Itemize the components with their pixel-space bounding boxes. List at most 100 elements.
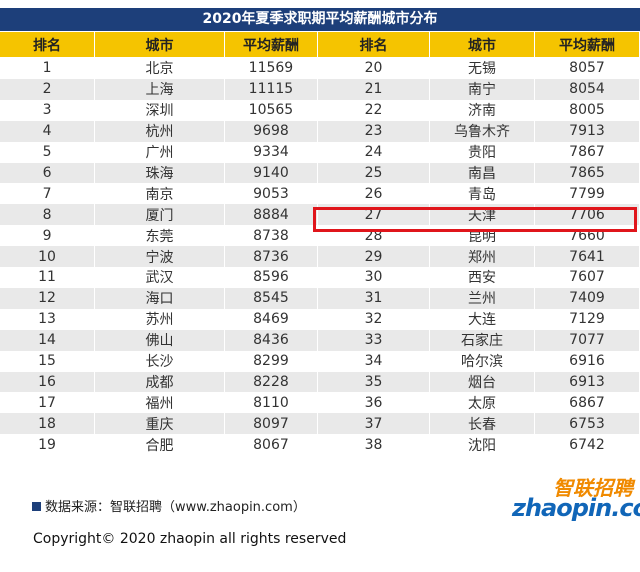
table-cell: 34 [318, 350, 430, 372]
table-cell: 9 [0, 225, 96, 247]
table-cell: 8067 [225, 434, 319, 456]
table-cell: 哈尔滨 [430, 350, 535, 372]
table-cell: 无锡 [430, 58, 535, 79]
table-cell: 7607 [535, 267, 640, 288]
table-cell: 杭州 [95, 120, 225, 142]
table-cell: 8005 [535, 99, 640, 121]
table-cell: 3 [0, 99, 96, 121]
table-cell: 33 [318, 329, 430, 351]
table-row: 12 海口 8545 31 兰州 7409 [0, 287, 640, 309]
table-cell: 6 [0, 162, 96, 184]
table-cell: 昆明 [430, 225, 535, 247]
table-cell: 合肥 [95, 434, 225, 456]
table-cell: 8097 [225, 413, 319, 435]
table-row: 14 佛山 8436 33 石家庄 7077 [0, 329, 640, 351]
table-cell: 珠海 [95, 162, 225, 184]
copyright: Copyright© 2020 zhaopin all rights reser… [33, 531, 347, 547]
table-cell: 24 [318, 141, 430, 163]
table-cell: 27 [318, 204, 430, 226]
table-cell: 6742 [535, 434, 640, 456]
table-cell: 贵阳 [430, 141, 535, 163]
table-cell: 8596 [225, 267, 319, 288]
table-title: 2020年夏季求职期平均薪酬城市分布 [0, 8, 640, 31]
table-cell: 37 [318, 413, 430, 435]
table-row: 17 福州 8110 36 太原 6867 [0, 392, 640, 414]
table-cell: 1 [0, 58, 96, 79]
table-cell: 济南 [430, 99, 535, 121]
table-cell: 10 [0, 246, 96, 267]
highlight-box [313, 207, 637, 232]
table-cell: 南京 [95, 183, 225, 205]
table-cell: 32 [318, 308, 430, 330]
table-cell: 佛山 [95, 329, 225, 351]
table-cell: 7409 [535, 287, 640, 309]
table-cell: 10565 [225, 99, 319, 121]
table-cell: 8436 [225, 329, 319, 351]
table-cell: 7129 [535, 308, 640, 330]
logo-url: zhaopin.com [512, 494, 640, 522]
table-cell: 31 [318, 287, 430, 309]
table-cell: 7867 [535, 141, 640, 163]
table-cell: 7641 [535, 246, 640, 267]
table-cell: 广州 [95, 141, 225, 163]
table-cell: 7913 [535, 120, 640, 142]
table-cell: 13 [0, 308, 96, 330]
table-cell: 38 [318, 434, 430, 456]
table-cell: 6916 [535, 350, 640, 372]
header-cell: 平均薪酬 [535, 32, 640, 57]
table-cell: 宁波 [95, 246, 225, 267]
table-cell: 福州 [95, 392, 225, 414]
table-cell: 8299 [225, 350, 319, 372]
table-row: 1 北京 11569 20 无锡 8057 [0, 58, 640, 79]
table-cell: 35 [318, 371, 430, 393]
table-cell: 兰州 [430, 287, 535, 309]
table-cell: 6913 [535, 371, 640, 393]
table-cell: 8884 [225, 204, 319, 226]
table-cell: 8738 [225, 225, 319, 247]
table-row: 4 杭州 9698 23 乌鲁木齐 7913 [0, 120, 640, 142]
table-cell: 9053 [225, 183, 319, 205]
table-cell: 8228 [225, 371, 319, 393]
table-cell: 30 [318, 267, 430, 288]
table-cell: 26 [318, 183, 430, 205]
table-cell: 7077 [535, 329, 640, 351]
header-cell: 城市 [95, 32, 225, 57]
table-cell: 19 [0, 434, 96, 456]
table-cell: 22 [318, 99, 430, 121]
table-cell: 20 [318, 58, 430, 79]
table-cell: 沈阳 [430, 434, 535, 456]
table-cell: 23 [318, 120, 430, 142]
table-cell: 9140 [225, 162, 319, 184]
header-cell: 平均薪酬 [225, 32, 319, 57]
header-cell: 排名 [318, 32, 430, 57]
table-cell: 8469 [225, 308, 319, 330]
table-cell: 长沙 [95, 350, 225, 372]
table-cell: 8054 [535, 78, 640, 100]
table-cell: 15 [0, 350, 96, 372]
header-cell: 排名 [0, 32, 96, 57]
table-cell: 7706 [535, 204, 640, 226]
table-cell: 南宁 [430, 78, 535, 100]
table-cell: 12 [0, 287, 96, 309]
table-cell: 8057 [535, 58, 640, 79]
table-cell: 太原 [430, 392, 535, 414]
table-cell: 17 [0, 392, 96, 414]
table-cell: 6753 [535, 413, 640, 435]
table-row: 6 珠海 9140 25 南昌 7865 [0, 162, 640, 184]
table-cell: 6867 [535, 392, 640, 414]
table-cell: 5 [0, 141, 96, 163]
table-cell: 8110 [225, 392, 319, 414]
table-cell: 海口 [95, 287, 225, 309]
table-cell: 7 [0, 183, 96, 205]
table-cell: 北京 [95, 58, 225, 79]
table-cell: 郑州 [430, 246, 535, 267]
table-row: 11 武汉 8596 30 西安 7607 [0, 267, 640, 288]
table-cell: 9334 [225, 141, 319, 163]
table-row: 7 南京 9053 26 青岛 7799 [0, 183, 640, 205]
table-cell: 东莞 [95, 225, 225, 247]
table-cell: 天津 [430, 204, 535, 226]
table-cell: 25 [318, 162, 430, 184]
table-cell: 7865 [535, 162, 640, 184]
table-cell: 重庆 [95, 413, 225, 435]
